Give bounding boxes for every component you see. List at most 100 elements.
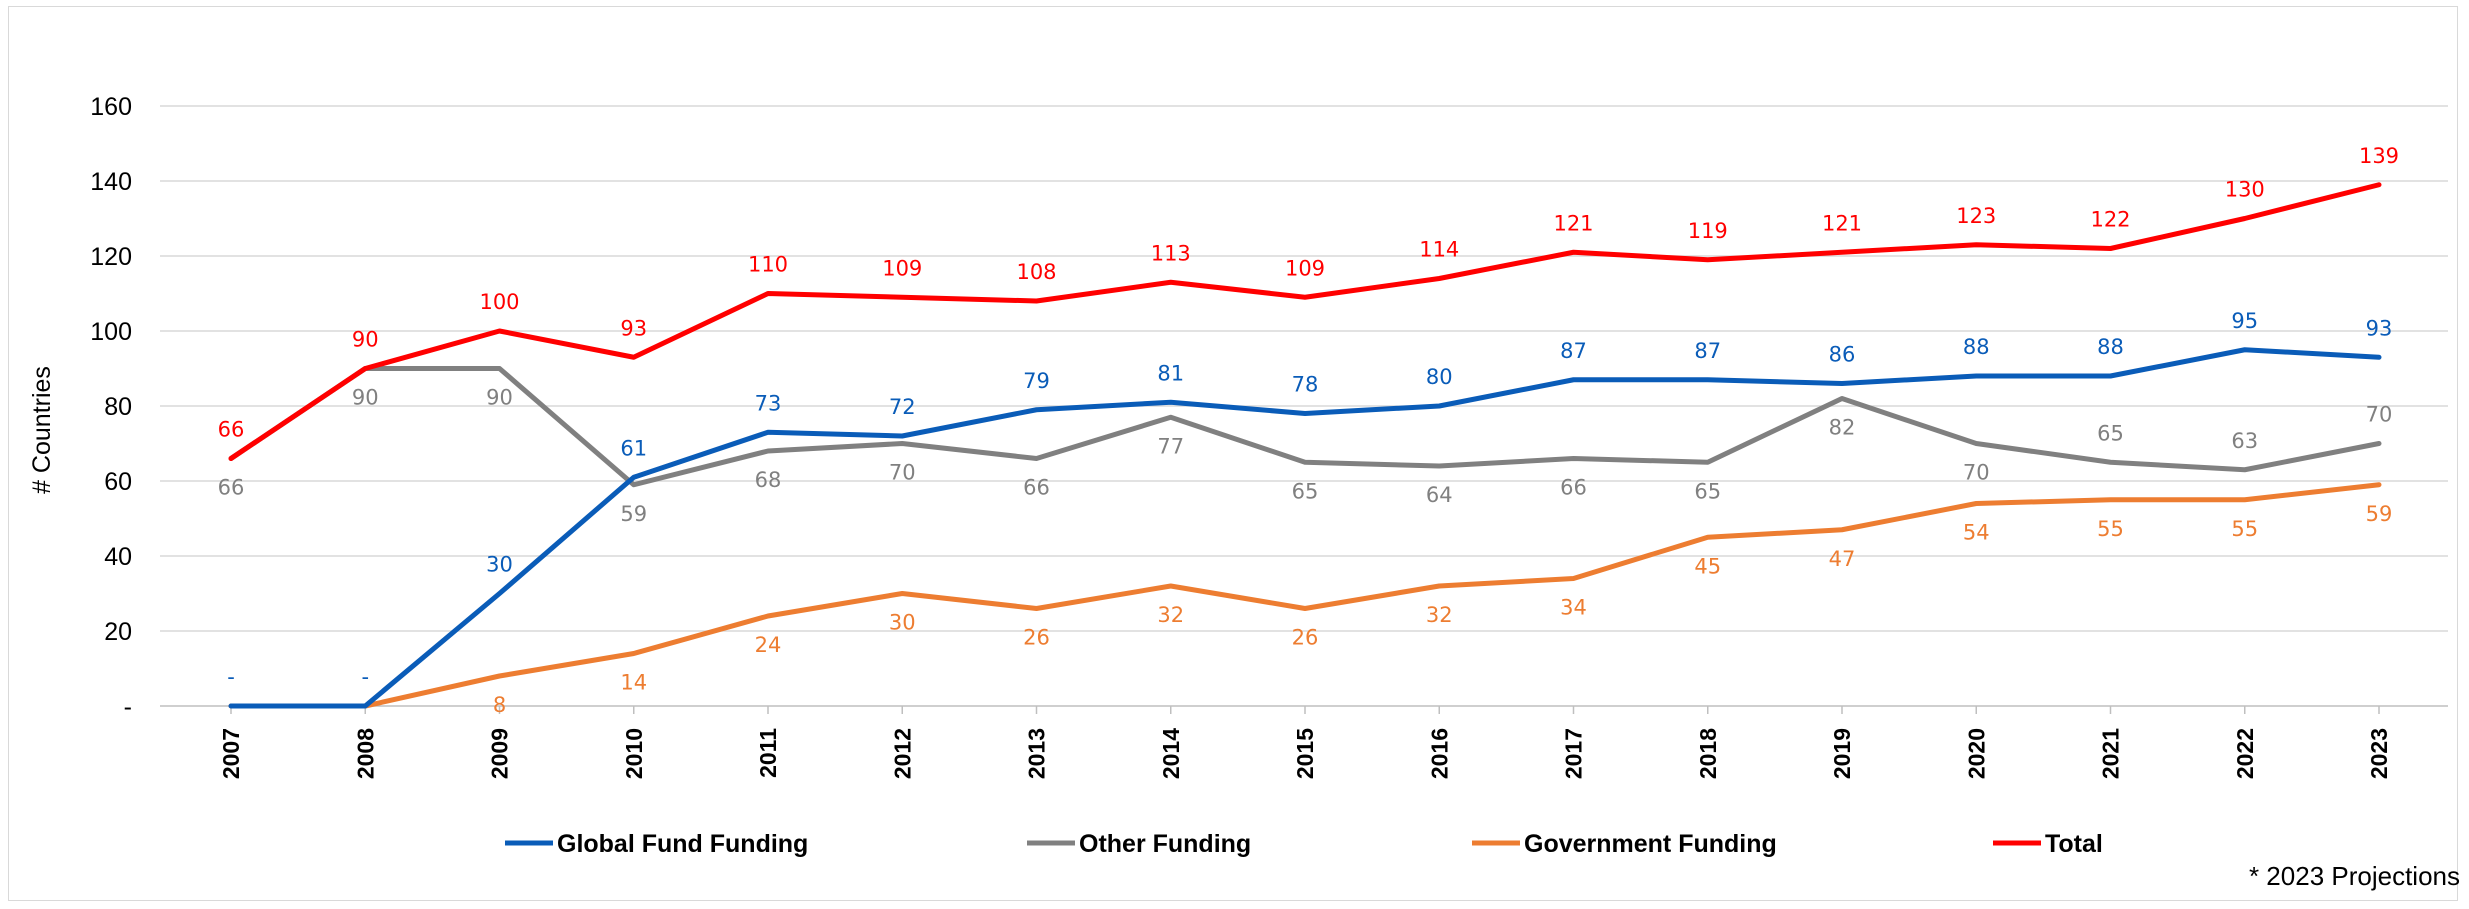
y-tick-label: 60 [104,468,132,496]
data-label: 72 [889,395,916,419]
chart-frame [8,6,2458,901]
data-label: 30 [889,611,916,635]
data-label: 119 [1688,219,1728,243]
data-label: 77 [1157,434,1184,458]
data-label: 93 [620,316,647,340]
data-label: 113 [1151,241,1191,265]
data-label: 80 [1426,365,1453,389]
data-label: 30 [486,553,513,577]
data-label: 114 [1419,238,1459,262]
data-label: 87 [1694,339,1721,363]
data-label: 82 [1829,416,1856,440]
data-label: 54 [1963,521,1990,545]
data-label: 64 [1426,483,1453,507]
data-label: - [361,665,369,689]
data-label: 47 [1829,547,1856,571]
x-tick-label: 2007 [218,728,244,779]
data-label: 87 [1560,339,1587,363]
data-label: 73 [755,391,782,415]
x-tick-label: 2014 [1158,728,1184,779]
x-tick-label: 2009 [487,728,513,779]
data-label: 70 [2366,403,2393,427]
data-label: 66 [218,476,245,500]
data-label: 123 [1956,204,1996,228]
data-label: 93 [2366,316,2393,340]
x-tick-label: 2020 [1963,728,1989,779]
y-tick-label: 160 [90,93,132,121]
data-label: 78 [1292,373,1319,397]
data-label: 88 [1963,335,1990,359]
data-label: 55 [2097,517,2124,541]
data-label: 14 [620,671,647,695]
data-label: 130 [2225,178,2265,202]
data-label: 24 [755,633,782,657]
data-label: 63 [2231,429,2258,453]
data-label: 122 [2090,208,2130,232]
data-label: 66 [218,418,245,442]
x-tick-label: 2021 [2098,728,2124,779]
data-label: 121 [1822,211,1862,235]
data-label: 86 [1829,343,1856,367]
data-label: 55 [2231,517,2258,541]
data-label: 100 [479,290,519,314]
y-tick-label: 120 [90,243,132,271]
x-tick-label: 2012 [889,728,915,779]
data-label: 66 [1023,476,1050,500]
y-tick-label: 40 [104,543,132,571]
x-tick-label: 2008 [352,728,378,779]
series-line-other-funding [228,366,2382,488]
data-label: 59 [620,502,647,526]
y-tick-label: 20 [104,618,132,646]
data-label: 109 [1285,256,1325,280]
data-label: 26 [1292,626,1319,650]
legend-label: Total [2045,830,2103,858]
data-label: 32 [1426,603,1453,627]
legend-label: Other Funding [1079,830,1251,858]
data-label: 109 [882,256,922,280]
data-label: 90 [352,328,379,352]
x-tick-label: 2017 [1561,728,1587,779]
data-label: 81 [1157,361,1184,385]
legend-label: Government Funding [1524,830,1777,858]
x-tick-label: 2022 [2232,728,2258,779]
footnote: * 2023 Projections [2249,861,2460,891]
data-label: 90 [352,386,379,410]
x-tick-label: 2016 [1426,728,1452,779]
legend: Global Fund Funding Other Funding Governme… [505,830,2103,858]
data-label: 79 [1023,369,1050,393]
data-label: 90 [486,386,513,410]
y-axis: - 20 40 60 80 100 120 140 160 [90,93,132,721]
data-label: 66 [1560,476,1587,500]
data-label: 70 [1963,461,1990,485]
series-lines [228,182,2382,709]
y-axis-title: # Countries [28,366,56,494]
x-tick-label: 2019 [1829,728,1855,779]
data-labels: - - 30 61 73 72 79 81 78 80 87 87 86 88 88 95 93 66 90 90 59… [218,144,2399,717]
y-tick-label: 100 [90,318,132,346]
data-label: 8 [493,693,506,717]
series-line-global-fund-funding [228,347,2382,709]
data-label: 88 [2097,335,2124,359]
data-label: 139 [2359,144,2399,168]
y-tick-label: 140 [90,168,132,196]
y-tick-label: - [124,693,132,721]
data-label: 70 [889,461,916,485]
data-label: 110 [748,253,788,277]
data-label: 61 [620,436,647,460]
x-tick-label: 2023 [2366,728,2392,779]
data-label: 65 [1292,479,1319,503]
series-line-total [228,182,2382,461]
data-label: 32 [1157,603,1184,627]
series-line-government-funding [228,482,2382,709]
data-label: 65 [1694,479,1721,503]
data-label: 26 [1023,626,1050,650]
x-tick-label: 2018 [1695,728,1721,779]
legend-label: Global Fund Funding [557,830,808,858]
data-label: 34 [1560,596,1587,620]
data-label: 45 [1694,554,1721,578]
data-label: 68 [755,468,782,492]
x-tick-label: 2013 [1024,728,1050,779]
data-label: - [227,665,235,689]
x-tick-label: 2010 [621,728,647,779]
data-label: 108 [1016,260,1056,284]
